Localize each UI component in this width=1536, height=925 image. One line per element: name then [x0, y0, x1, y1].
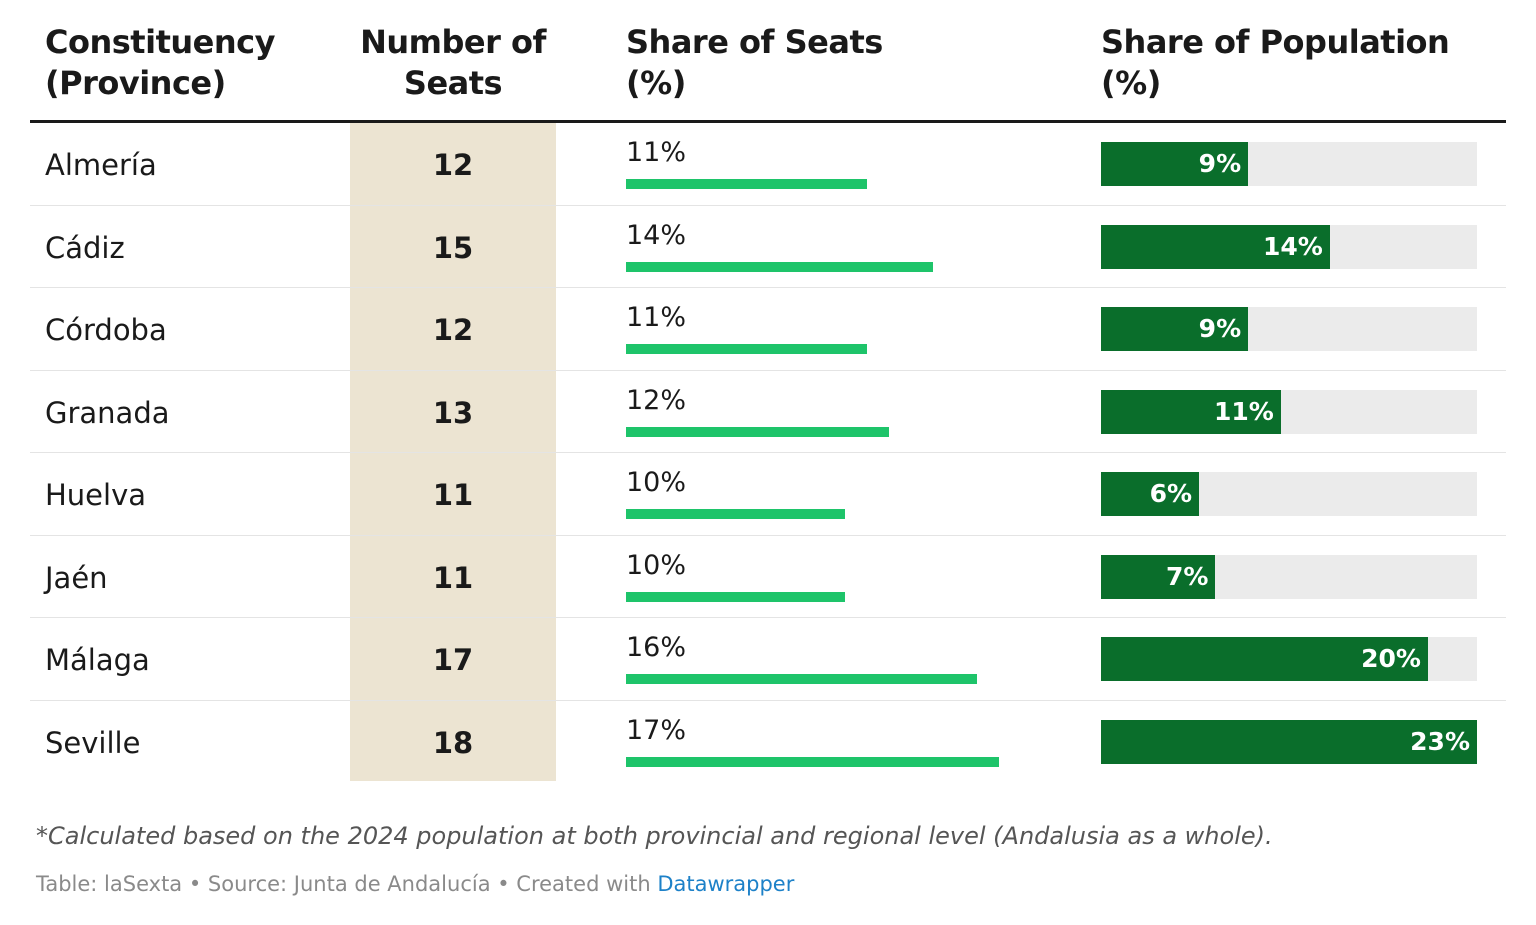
- province-name: Seville: [45, 725, 141, 760]
- population-share-track: 11%: [1101, 389, 1477, 434]
- table-row: Málaga 17 16% 20%: [30, 618, 1506, 701]
- population-share-label: 9%: [1198, 314, 1242, 343]
- province-name: Granada: [45, 395, 170, 430]
- population-share-track: 23%: [1101, 719, 1477, 764]
- header-seats: Number of Seats: [350, 22, 556, 104]
- table-row: Huelva 11 10% 6%: [30, 453, 1506, 536]
- population-share-bar: 23%: [1101, 719, 1477, 764]
- table-row: Jaén 11 10% 7%: [30, 536, 1506, 618]
- seat-share-bar: [626, 756, 999, 767]
- population-share-bar: 20%: [1101, 637, 1428, 681]
- seat-share-bar: [626, 674, 978, 684]
- seats-value: 13: [432, 395, 474, 430]
- population-share-label: 7%: [1165, 561, 1209, 591]
- seat-share-label: 16%: [626, 632, 687, 663]
- population-share-label: 11%: [1213, 396, 1274, 426]
- population-share-bar: 7%: [1101, 554, 1216, 599]
- seat-share-bar: [626, 509, 846, 519]
- credit-text: Table: laSexta • Source: Junta de Andalu…: [36, 872, 658, 896]
- seats-value: 11: [432, 478, 474, 512]
- seat-share-label: 11%: [626, 137, 687, 168]
- header-constituency: Constituency (Province): [45, 22, 275, 104]
- province-name: Jaén: [45, 560, 108, 595]
- footnote: *Calculated based on the 2024 population…: [36, 822, 1273, 850]
- population-share-bar: 9%: [1101, 307, 1249, 351]
- seat-share-label: 14%: [626, 219, 687, 251]
- province-name: Huelva: [45, 478, 147, 512]
- seats-value: 18: [432, 725, 474, 760]
- row-divider: [30, 369, 1506, 371]
- header-population-share: Share of Population (%): [1101, 22, 1450, 104]
- population-share-track: 9%: [1101, 307, 1477, 351]
- seats-value: 15: [432, 230, 474, 265]
- population-share-bar: 14%: [1101, 224, 1330, 269]
- row-divider: [30, 617, 1506, 618]
- header-seats-line2: Seats: [403, 64, 503, 102]
- table-row: Granada 13 12% 11%: [30, 371, 1506, 453]
- province-name: Málaga: [45, 643, 150, 677]
- table-row: Seville 18 17% 23%: [30, 701, 1506, 784]
- province-name: Almería: [45, 148, 157, 182]
- row-divider: [30, 534, 1506, 536]
- header-seat-share: Share of Seats (%): [626, 22, 883, 104]
- population-share-bar: 9%: [1101, 142, 1249, 186]
- table-row: Almería 12 11% 9%: [30, 123, 1506, 206]
- population-share-track: 14%: [1101, 224, 1477, 269]
- population-share-label: 20%: [1361, 644, 1421, 673]
- header-seat-share-line1: Share of Seats: [626, 23, 883, 61]
- seats-value: 17: [432, 643, 474, 677]
- population-share-label: 6%: [1149, 479, 1193, 508]
- seat-share-label: 10%: [626, 549, 687, 581]
- datawrapper-link[interactable]: Datawrapper: [657, 872, 795, 896]
- header-constituency-line1: Constituency: [45, 23, 275, 61]
- population-share-label: 9%: [1198, 149, 1242, 178]
- province-name: Cádiz: [45, 230, 125, 265]
- seat-share-label: 17%: [626, 714, 687, 746]
- credit-line: Table: laSexta • Source: Junta de Andalu…: [36, 868, 794, 900]
- population-share-track: 7%: [1101, 554, 1477, 599]
- seat-share-label: 12%: [626, 384, 687, 416]
- row-divider: [30, 204, 1506, 206]
- seat-share-bar: [626, 426, 890, 437]
- seat-share-bar: [626, 179, 868, 189]
- population-share-track: 20%: [1101, 637, 1477, 681]
- row-divider: [30, 452, 1506, 453]
- row-divider: [30, 699, 1506, 701]
- table-row: Córdoba 12 11% 9%: [30, 288, 1506, 371]
- seat-share-bar: [626, 591, 846, 602]
- population-share-label: 14%: [1263, 231, 1323, 261]
- seats-value: 11: [432, 560, 474, 595]
- population-share-bar: 11%: [1101, 389, 1281, 434]
- header-constituency-line2: (Province): [45, 64, 226, 102]
- seats-value: 12: [432, 313, 474, 347]
- header-population-share-line1: Share of Population: [1101, 23, 1450, 61]
- row-divider: [30, 287, 1506, 288]
- seat-share-label: 10%: [626, 467, 687, 498]
- header-seat-share-line2: (%): [626, 64, 686, 102]
- province-name: Córdoba: [45, 313, 167, 347]
- population-share-label: 23%: [1410, 726, 1470, 756]
- seats-value: 12: [432, 148, 474, 182]
- seat-share-bar: [626, 261, 934, 272]
- header-seats-line1: Number of: [360, 23, 546, 61]
- population-share-bar: 6%: [1101, 472, 1200, 516]
- header-population-share-line2: (%): [1101, 64, 1161, 102]
- table-row: Cádiz 15 14% 14%: [30, 206, 1506, 288]
- population-share-track: 6%: [1101, 472, 1477, 516]
- population-share-track: 9%: [1101, 142, 1477, 186]
- seat-share-bar: [626, 344, 868, 354]
- header-divider: [30, 120, 1506, 123]
- seat-share-label: 11%: [626, 302, 687, 333]
